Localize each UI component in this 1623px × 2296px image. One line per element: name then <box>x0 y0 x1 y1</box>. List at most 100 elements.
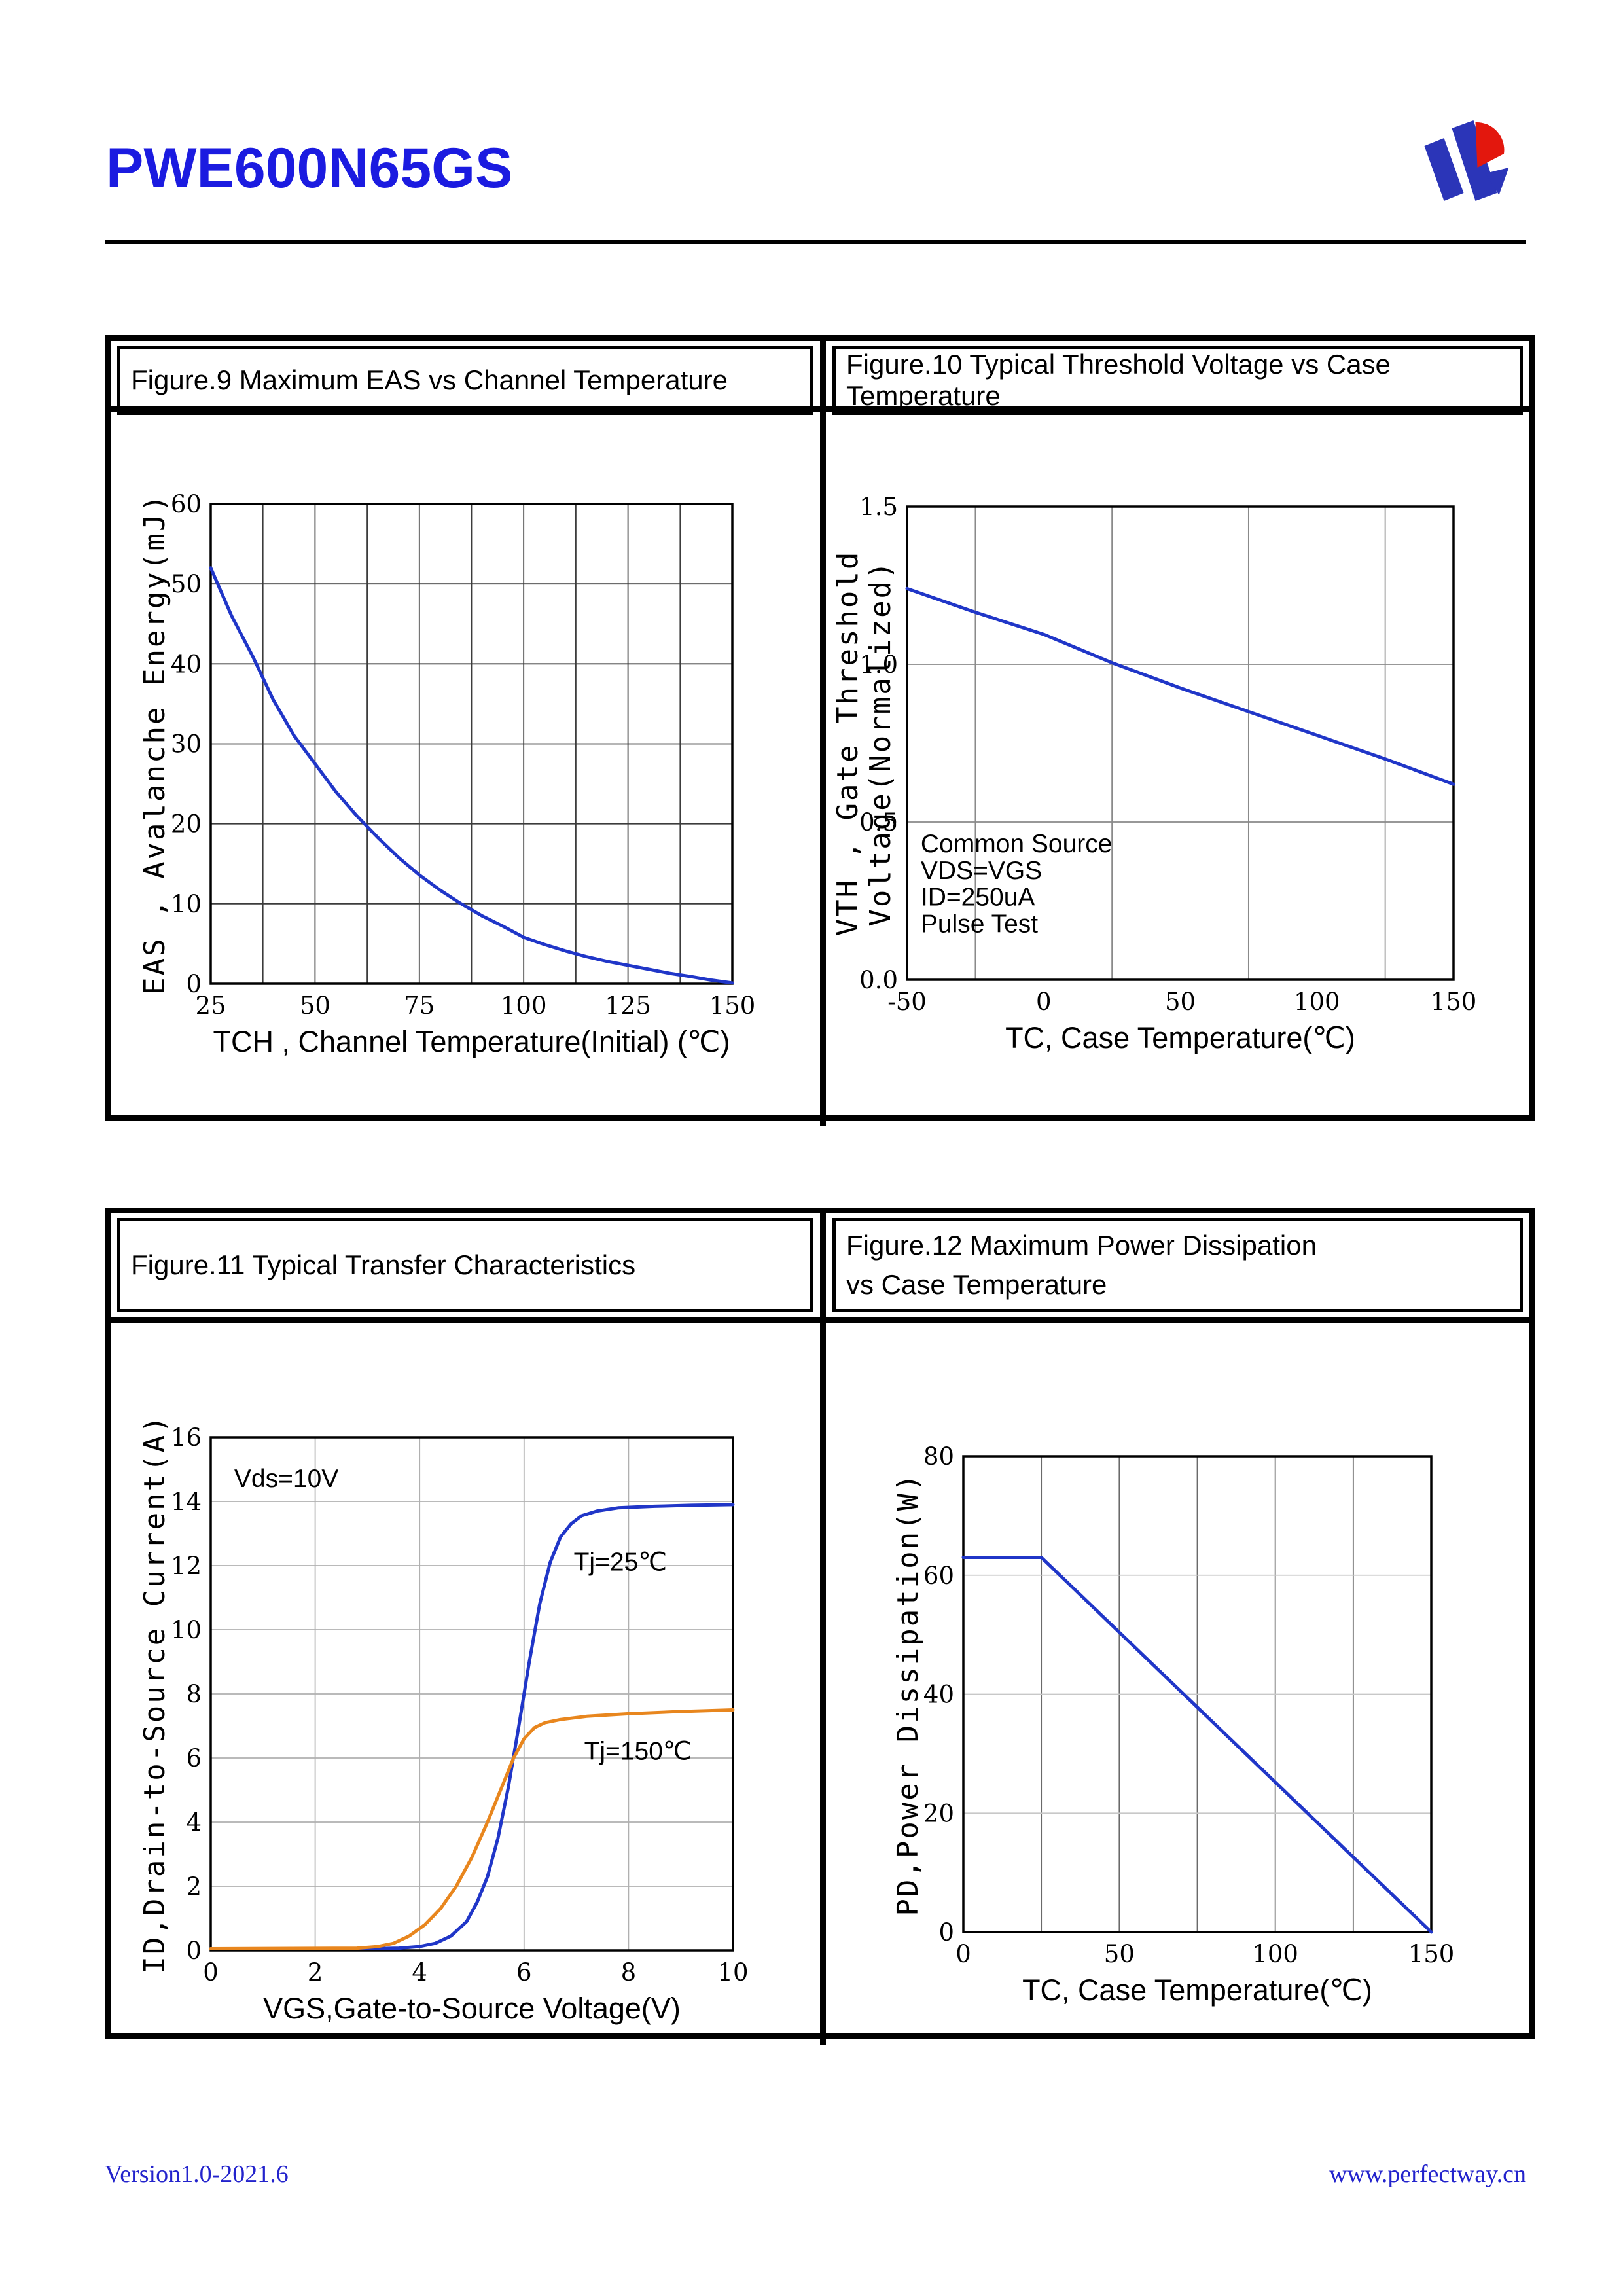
figure-table-bottom: Figure.11 Typical Transfer Characteristi… <box>105 1208 1535 2045</box>
annotation: Pulse Test <box>921 910 1038 939</box>
y-tick-label: 6 <box>186 1744 202 1772</box>
x-tick-label: 25 <box>195 992 226 1020</box>
figure12-title: Figure.12 Maximum Power Dissipation vs C… <box>832 1218 1523 1312</box>
footer-version: Version1.0-2021.6 <box>105 2161 289 2188</box>
x-tick-label: 0 <box>955 1940 971 1968</box>
figure10-title-text: Figure.10 Typical Threshold Voltage vs C… <box>846 349 1391 411</box>
x-tick-label: 4 <box>412 1958 427 1986</box>
y-tick-label: 4 <box>186 1808 202 1837</box>
y-tick-label: 10 <box>171 1616 202 1644</box>
figure9-chart: 25 50 75 100 125 150 0 10 20 30 40 50 60 TCH , Channe… <box>111 412 820 1126</box>
x-tick-label: 10 <box>717 1958 748 1986</box>
chart-svg: 0 2 4 6 8 10 0 2 4 6 8 10 12 14 16 VGS,Gate-to-Source V… <box>138 1414 749 2025</box>
x-tick-label: 100 <box>501 992 547 1020</box>
footer: Version1.0-2021.6 www.perfectway.cn <box>105 2160 1526 2189</box>
figure-table-top: Figure.9 Maximum EAS vs Channel Temperat… <box>105 335 1535 1126</box>
y-axis-label: Voltage(Normalized) <box>864 560 897 926</box>
figure12-title-line2: vs Case Temperature <box>846 1269 1107 1300</box>
y-tick-label: 0.0 <box>859 966 898 994</box>
figure9-title: Figure.9 Maximum EAS vs Channel Temperat… <box>117 346 813 415</box>
chart-svg: 0 50 100 150 0 20 40 60 80 TC, Case Temperature(℃… <box>891 1443 1455 2007</box>
x-tick-label: 6 <box>516 1958 532 1986</box>
y-tick-label: 0.5 <box>859 808 898 836</box>
y-tick-label: 80 <box>923 1443 954 1471</box>
x-tick-label: 150 <box>709 992 756 1020</box>
figure10-title: Figure.10 Typical Threshold Voltage vs C… <box>832 346 1523 415</box>
x-tick-label: 50 <box>300 992 330 1020</box>
x-tick-label: 8 <box>621 1958 637 1986</box>
x-axis-label: TCH , Channel Temperature(Initial) (℃) <box>213 1025 730 1058</box>
x-tick-label: 0 <box>203 1958 219 1986</box>
figure9-title-text: Figure.9 Maximum EAS vs Channel Temperat… <box>131 365 728 395</box>
figure11-chart: 0 2 4 6 8 10 0 2 4 6 8 10 12 14 16 VGS,Gate-to-Source V… <box>111 1323 820 2045</box>
series-line-VTH <box>905 586 1455 786</box>
y-axis-label: VTH , Gate Threshold <box>831 550 865 937</box>
x-tick-label: 75 <box>404 992 435 1020</box>
x-tick-label: 100 <box>1294 988 1340 1016</box>
figure10-chart-cell: -50 0 50 100 150 0.0 0.5 1.0 1.5 TC, Case Tempera… <box>826 412 1529 1126</box>
plot-border <box>209 503 734 985</box>
series-line-Tj=25C <box>209 1503 735 1950</box>
series-line-Tj=150C <box>209 1708 735 1950</box>
y-tick-label: 40 <box>171 650 202 678</box>
y-tick-label: 0 <box>938 1918 954 1946</box>
annotation: Tj=150℃ <box>584 1737 692 1765</box>
figure12-title-line1: Figure.12 Maximum Power Dissipation <box>846 1229 1317 1261</box>
y-tick-label: 1.0 <box>859 651 898 679</box>
series-line-PD <box>961 1556 1433 1934</box>
brand-logo-icon <box>1424 120 1509 201</box>
x-tick-label: 2 <box>308 1958 323 1986</box>
annotation: Vds=10V <box>234 1465 338 1493</box>
annotation: ID=250uA <box>921 884 1035 912</box>
x-tick-label: 125 <box>605 992 651 1020</box>
figure11-chart-cell: 0 2 4 6 8 10 0 2 4 6 8 10 12 14 16 VGS,Gate-to-Source V… <box>111 1323 826 2045</box>
y-tick-label: 14 <box>171 1488 202 1516</box>
header-rule <box>105 240 1526 244</box>
x-tick-label: 150 <box>1408 1940 1455 1968</box>
y-tick-label: 40 <box>923 1681 954 1709</box>
y-tick-label: 2 <box>186 1873 202 1901</box>
y-tick-label: 20 <box>171 810 202 838</box>
x-tick-label: 50 <box>1104 1940 1135 1968</box>
figure12-title-cell: Figure.12 Maximum Power Dissipation vs C… <box>826 1213 1529 1317</box>
title-row-top: Figure.9 Maximum EAS vs Channel Temperat… <box>111 341 1529 420</box>
figure12-chart-cell: 0 50 100 150 0 20 40 60 80 TC, Case Temperature(℃… <box>826 1323 1529 2045</box>
figure10-title-cell: Figure.10 Typical Threshold Voltage vs C… <box>826 341 1529 420</box>
figure11-title: Figure.11 Typical Transfer Characteristi… <box>117 1218 813 1312</box>
title-row-bottom: Figure.11 Typical Transfer Characteristi… <box>111 1213 1529 1323</box>
figure10-chart: -50 0 50 100 150 0.0 0.5 1.0 1.5 TC, Case Tempera… <box>826 412 1529 1126</box>
plot-border <box>209 1436 734 1952</box>
x-tick-label: 150 <box>1431 988 1477 1016</box>
x-axis-label: TC, Case Temperature(℃) <box>1005 1021 1355 1054</box>
annotation: Common Source <box>921 830 1113 858</box>
y-tick-label: 16 <box>171 1424 202 1452</box>
y-tick-label: 10 <box>171 890 202 918</box>
figure9-chart-cell: 25 50 75 100 125 150 0 10 20 30 40 50 60 TCH , Channe… <box>111 412 826 1126</box>
figure11-title-cell: Figure.11 Typical Transfer Characteristi… <box>111 1213 826 1317</box>
y-axis-label: EAS , Avalanche Energy(mJ) <box>138 493 171 995</box>
x-tick-label: 100 <box>1252 1940 1298 1968</box>
y-tick-label: 50 <box>171 570 202 598</box>
x-tick-label: 50 <box>1165 988 1196 1016</box>
chart-row-bottom: 0 2 4 6 8 10 0 2 4 6 8 10 12 14 16 VGS,Gate-to-Source V… <box>111 1323 1529 2045</box>
figure9-title-cell: Figure.9 Maximum EAS vs Channel Temperat… <box>111 341 826 420</box>
x-tick-label: -50 <box>887 988 927 1016</box>
chart-svg: -50 0 50 100 150 0.0 0.5 1.0 1.5 TC, Case Tempera… <box>831 493 1477 1054</box>
y-tick-label: 0 <box>186 970 202 998</box>
y-tick-label: 60 <box>923 1562 954 1590</box>
y-axis-label: PD,Power Dissipation(W) <box>891 1472 925 1916</box>
y-tick-label: 30 <box>171 730 202 759</box>
y-axis-label: ID,Drain-to-Source Current(A) <box>138 1414 171 1973</box>
y-tick-label: 60 <box>171 490 202 518</box>
plot-border <box>962 1455 1433 1933</box>
y-tick-label: 8 <box>186 1680 202 1708</box>
chart-row-top: 25 50 75 100 125 150 0 10 20 30 40 50 60 TCH , Channe… <box>111 412 1529 1126</box>
footer-website: www.perfectway.cn <box>1329 2161 1526 2188</box>
plot-border <box>906 505 1455 981</box>
series-line-EAS <box>209 566 734 985</box>
y-tick-label: 1.5 <box>859 493 898 521</box>
figure12-chart: 0 50 100 150 0 20 40 60 80 TC, Case Temperature(℃… <box>826 1323 1529 2045</box>
x-axis-label: TC, Case Temperature(℃) <box>1022 1973 1372 2007</box>
x-tick-label: 0 <box>1036 988 1052 1016</box>
